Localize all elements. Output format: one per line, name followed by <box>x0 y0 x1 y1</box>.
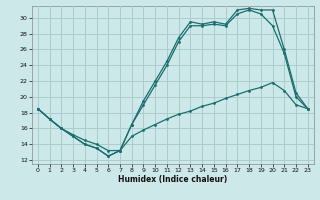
X-axis label: Humidex (Indice chaleur): Humidex (Indice chaleur) <box>118 175 228 184</box>
